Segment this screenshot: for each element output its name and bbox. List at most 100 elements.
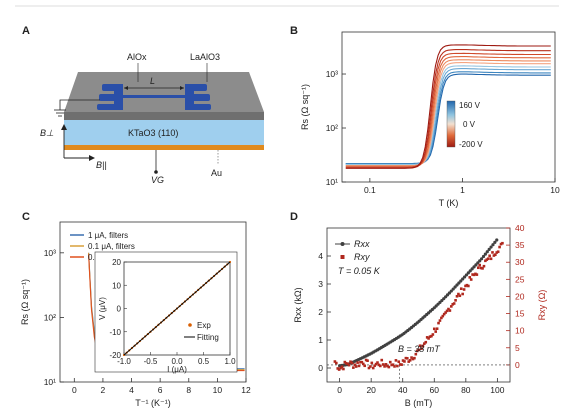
panel-b-xlabel: T (K) [439, 198, 459, 208]
panel-d-rxy-point [383, 365, 386, 368]
panel-c: C 0 2 4 6 8 10 12 10¹ 10² 10³ T⁻¹ (K⁻¹) Rs (Ω sq⁻¹)… [20, 211, 251, 408]
panel-d-rxx-point [464, 273, 469, 277]
panel-d-rxy-point [438, 319, 442, 322]
panel-d-rxy-point [376, 361, 379, 364]
panel-c-legend-label: 1 μA, filters [88, 231, 128, 240]
panel-d-rxy-point [414, 352, 418, 356]
panel-d-rxy-point [499, 242, 503, 246]
panel-d-rxx-point [485, 250, 489, 254]
panel-c-inset-ytick-label: 10 [112, 281, 121, 290]
panel-d-rxx-point [470, 267, 474, 271]
panel-d-rxy-point [465, 283, 469, 287]
panel-d-rxy-point [336, 367, 340, 370]
panel-d-rxy-point [388, 360, 392, 364]
panel-d-rxy-point [461, 292, 464, 296]
panel-d-rxy-point [364, 358, 368, 362]
panel-d-ytick-left-label: 3 [318, 279, 323, 289]
panel-d-rxy-point [442, 312, 446, 316]
panel-d-rxx-point [478, 259, 482, 263]
oxide-layer [64, 72, 264, 112]
panel-d-rxy-point [492, 254, 496, 257]
panel-d-rxy-point [445, 309, 449, 313]
panel-d-rxy-point [394, 359, 398, 362]
panel-d-rxy-point [401, 359, 405, 362]
panel-d-ytick-right-label: 5 [515, 343, 520, 353]
panel-d-rxy-point [450, 305, 453, 308]
panel-c-inset-legend-exp-marker [188, 323, 192, 327]
panel-d-rxy-point [476, 266, 480, 270]
panel-d-rxy-point [370, 361, 374, 365]
panel-d-rxy-point [390, 363, 393, 367]
panel-d-rxy-point [407, 360, 411, 363]
panel-d-rxy-point [440, 316, 443, 320]
panel-d-ytick-left-label: 2 [318, 307, 323, 317]
panel-d-legend-rxy-marker [340, 255, 345, 259]
panel-c-ytick-label: 10³ [44, 248, 56, 258]
panel-d-rxy-point [384, 363, 388, 366]
panel-d-xtick-label: 0 [337, 385, 342, 395]
panel-d-rxx-point [462, 275, 467, 279]
panel-d-rxy-point [434, 330, 437, 333]
gold-layer [64, 145, 264, 150]
panel-d-legend-rxx: Rxx [354, 239, 370, 249]
panel-d-rxx-point [459, 279, 463, 283]
panel-d-rxy-point [344, 362, 348, 365]
panel-d-rxy-point [369, 365, 372, 368]
panel-d-ytick-right-label: 10 [515, 326, 525, 336]
panel-d-rxx-point [493, 240, 497, 244]
panel-d-rxy-point [457, 292, 460, 296]
panel-c-inset-ytick-label: -10 [109, 328, 121, 337]
panel-c-frame [59, 221, 247, 383]
panel-d-rxy-point [387, 365, 391, 369]
panel-d-rxy-point [380, 358, 384, 362]
panel-b-curve [345, 59, 551, 167]
panel-b-xtick-label: 1 [460, 185, 465, 195]
panel-d-rxy-point [424, 340, 428, 344]
panel-d-temperature: T = 0.05 K [338, 266, 381, 276]
panel-c-inset-xtick-label: 1.0 [224, 357, 236, 366]
panel-d-rxx-point [461, 277, 465, 281]
panel-d-rxy-point [393, 365, 396, 368]
panel-d-rxy-point [415, 349, 419, 353]
panel-d-rxx-point [483, 252, 487, 256]
panel-d-rxy-point [366, 359, 369, 363]
panel-d-rxy-point [421, 344, 425, 348]
panel-c-inset-ytick-label: -20 [109, 351, 121, 360]
panel-d-rxy-point [411, 357, 415, 361]
panel-d-rxy-point [479, 266, 483, 270]
panel-c-xtick-label: 4 [129, 385, 134, 395]
panel-d-rxy-point [498, 245, 501, 249]
panel-d-rxy-point [410, 356, 413, 359]
b-perp-label: B⊥ [40, 128, 54, 138]
panel-d-rxy-point [432, 327, 436, 331]
panel-d-rxy-point [431, 333, 435, 336]
panel-d-rxy-point [400, 363, 403, 366]
panel-d-rxy-point [427, 337, 430, 340]
panel-b-ytick-label: 10² [326, 123, 338, 133]
panel-c-ytick-label: 10² [44, 312, 56, 322]
panel-d-rxx-point [481, 254, 486, 259]
panel-d-rxy-point [435, 327, 439, 330]
colorbar-label-top: 160 V [459, 101, 481, 110]
panel-d-rxy-point [374, 362, 378, 366]
panel-d-rxy-point [357, 364, 361, 368]
substrate-block [64, 120, 264, 145]
panel-d-rxy-point [379, 364, 382, 368]
alox-label: AlOx [127, 52, 147, 62]
panel-d-rxy-point [335, 361, 338, 365]
panel-d-rxy-point [455, 294, 459, 298]
panel-d-rxx-point [451, 287, 455, 291]
panel-d-rxy-point [398, 363, 402, 366]
panel-d-rxy-point [342, 367, 345, 371]
panel-d-rxy-point [367, 366, 371, 370]
hall-bar-left [97, 84, 123, 110]
panel-d-ytick-right-label: 40 [515, 223, 525, 233]
panel-d-rxy-point [404, 356, 408, 360]
panel-d-ylabel-left: Rxx (kΩ) [293, 287, 303, 322]
panel-c-xtick-label: 10 [213, 385, 223, 395]
panel-d-ytick-right-label: 30 [515, 257, 525, 267]
panel-d-rxx-point [491, 243, 495, 247]
